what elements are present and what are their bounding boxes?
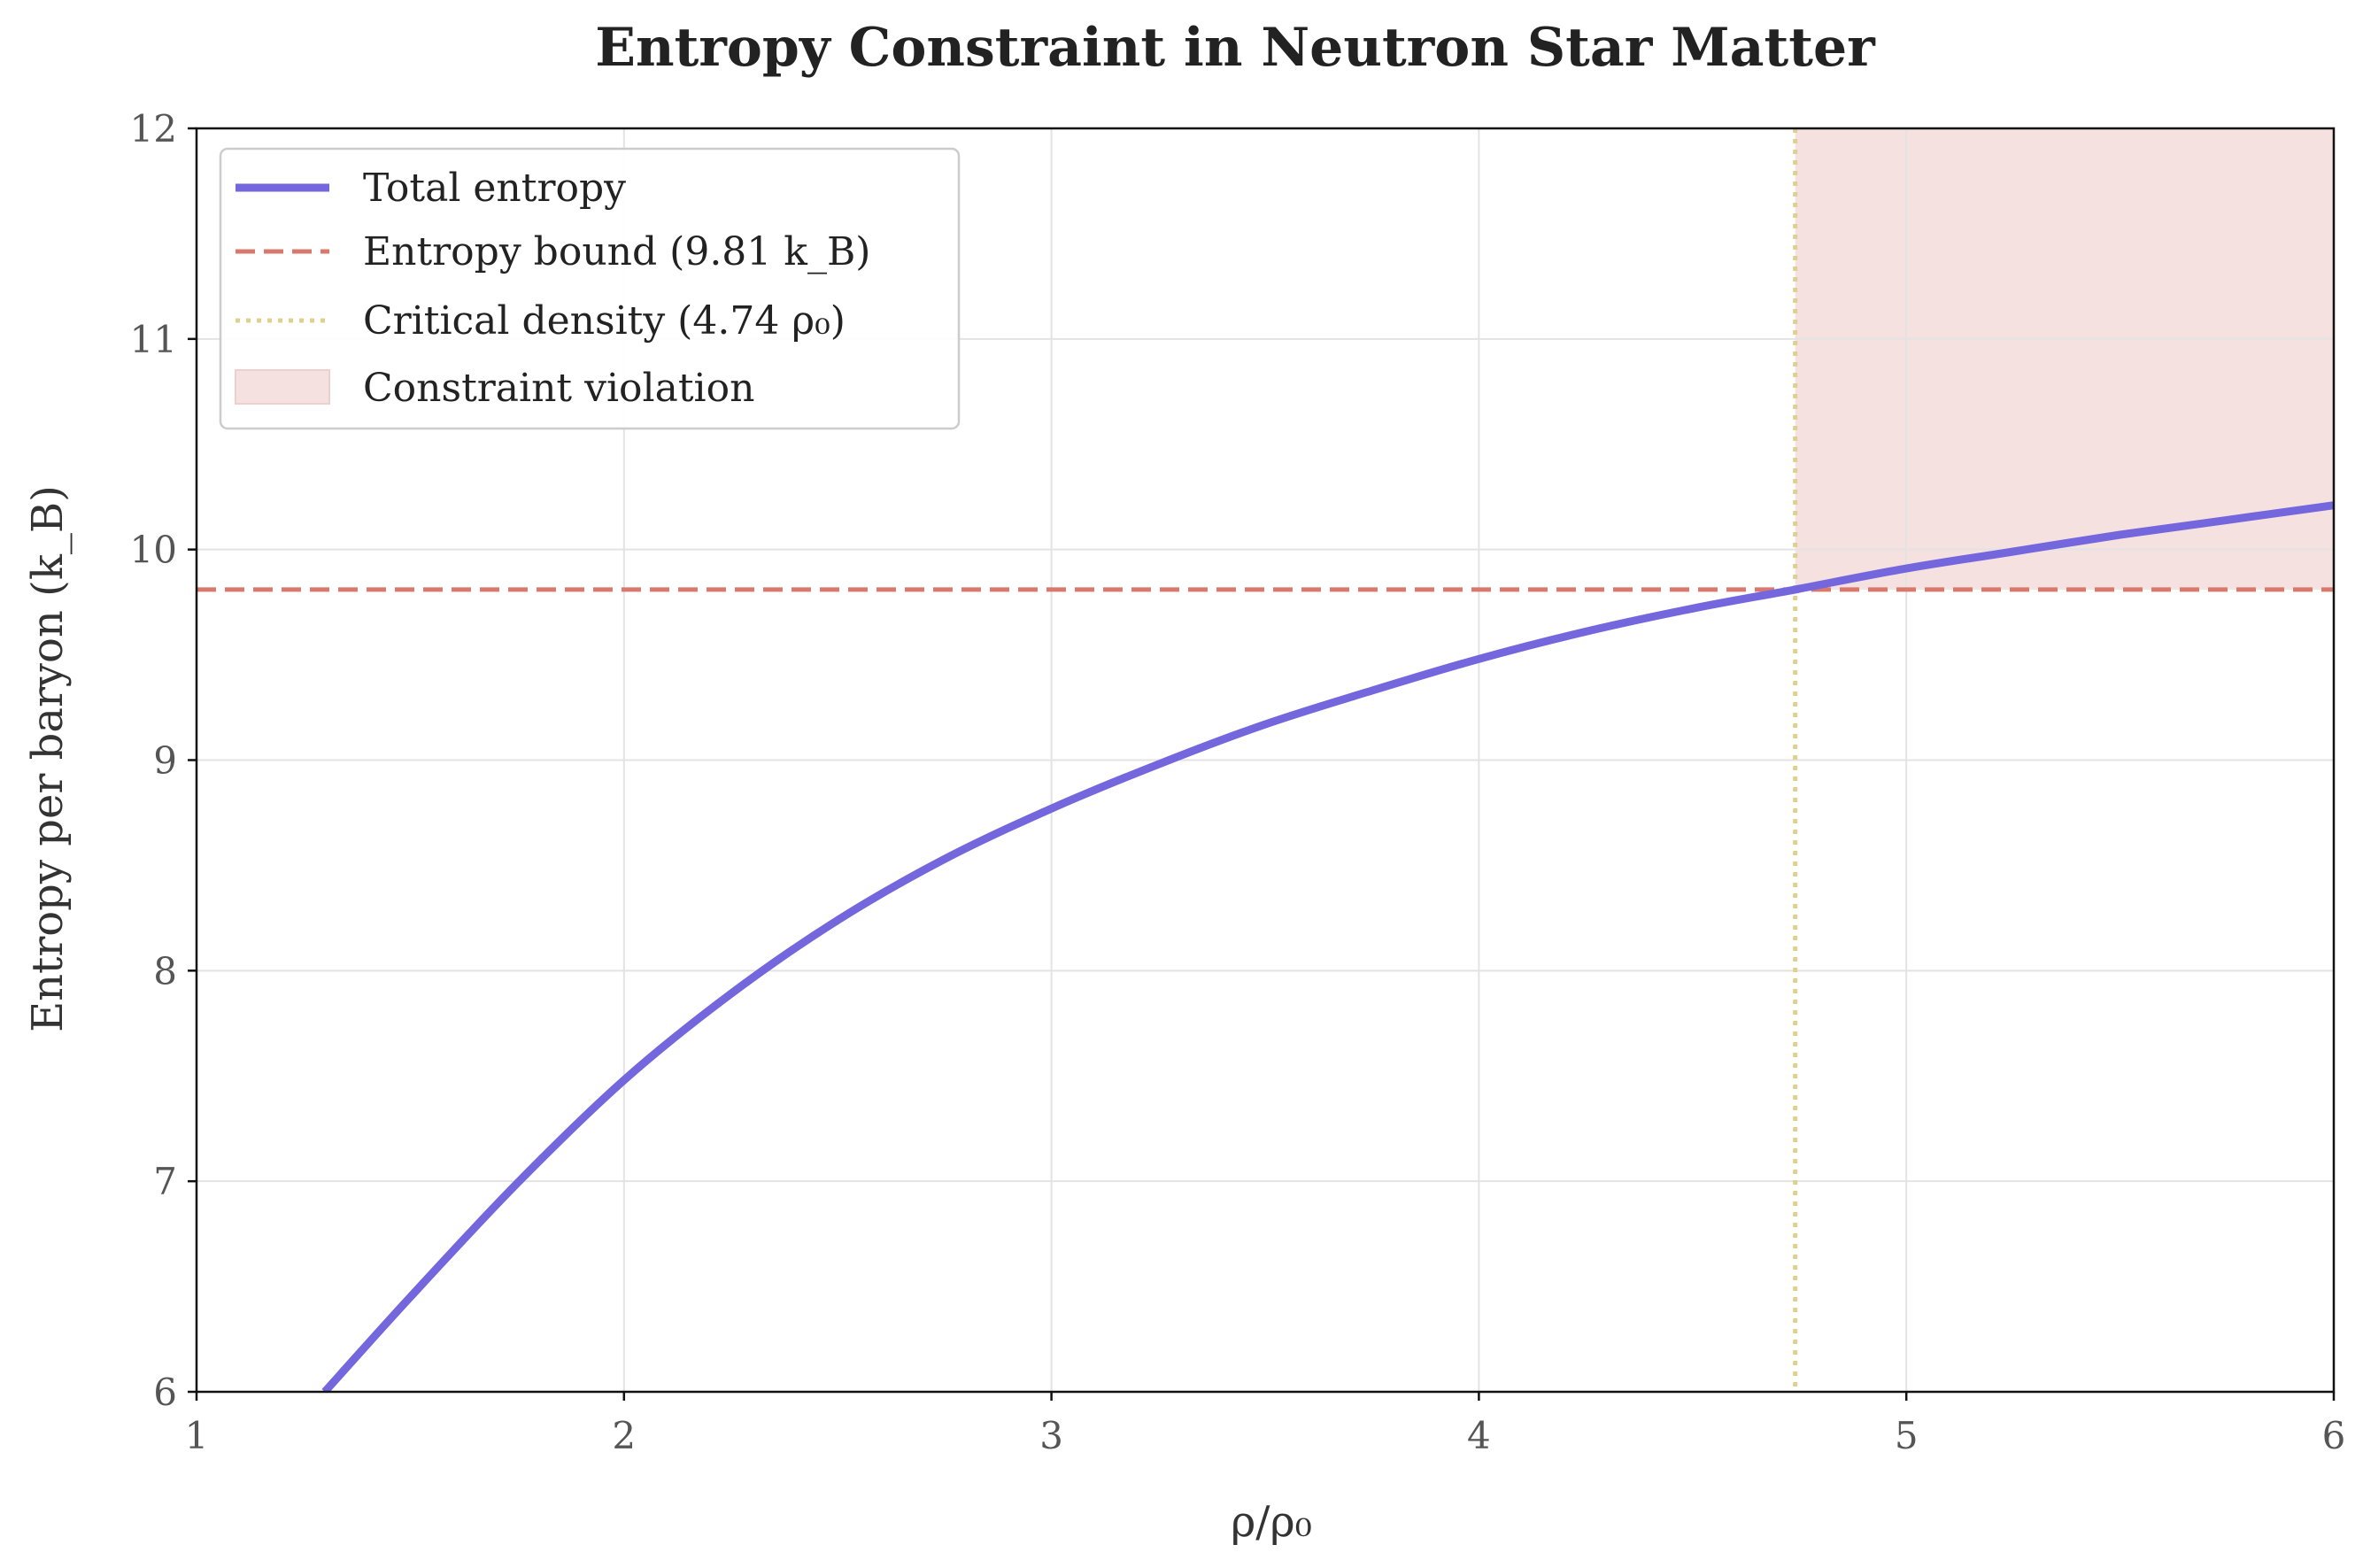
y-tick-label: 11 — [130, 318, 177, 361]
y-axis-label: Entropy per baryon (k_B) — [23, 485, 73, 1032]
y-tick-label: 8 — [153, 949, 177, 993]
y-tick-label: 7 — [153, 1160, 177, 1203]
x-tick-label: 1 — [185, 1414, 209, 1457]
x-tick-label: 2 — [612, 1414, 636, 1457]
legend-label-constraint-violation: Constraint violation — [363, 366, 754, 411]
x-tick-label: 3 — [1039, 1414, 1063, 1457]
legend-swatch-constraint-violation — [235, 369, 330, 405]
chart-title: Entropy Constraint in Neutron Star Matte… — [595, 17, 1876, 79]
legend: Total entropy Entropy bound (9.81 k_B) Cri… — [219, 147, 961, 430]
legend-label-critical-density: Critical density (4.74 ρ₀) — [363, 298, 846, 344]
y-tick-label: 9 — [153, 739, 177, 783]
legend-box — [219, 147, 961, 430]
y-tick-label: 6 — [153, 1371, 177, 1414]
total-entropy-line — [321, 501, 2334, 1392]
x-tick-label: 6 — [2322, 1414, 2346, 1457]
y-tick-label: 10 — [130, 529, 177, 572]
x-tick-label: 4 — [1467, 1414, 1491, 1457]
legend-label-total-entropy: Total entropy — [363, 166, 626, 211]
x-axis-label: ρ/ρ₀ — [1231, 1497, 1312, 1547]
y-tick-label: 12 — [130, 107, 177, 151]
legend-label-entropy-bound: Entropy bound (9.81 k_B) — [363, 229, 870, 274]
x-tick-label: 5 — [1895, 1414, 1919, 1457]
constraint-violation-region — [1795, 128, 2334, 590]
